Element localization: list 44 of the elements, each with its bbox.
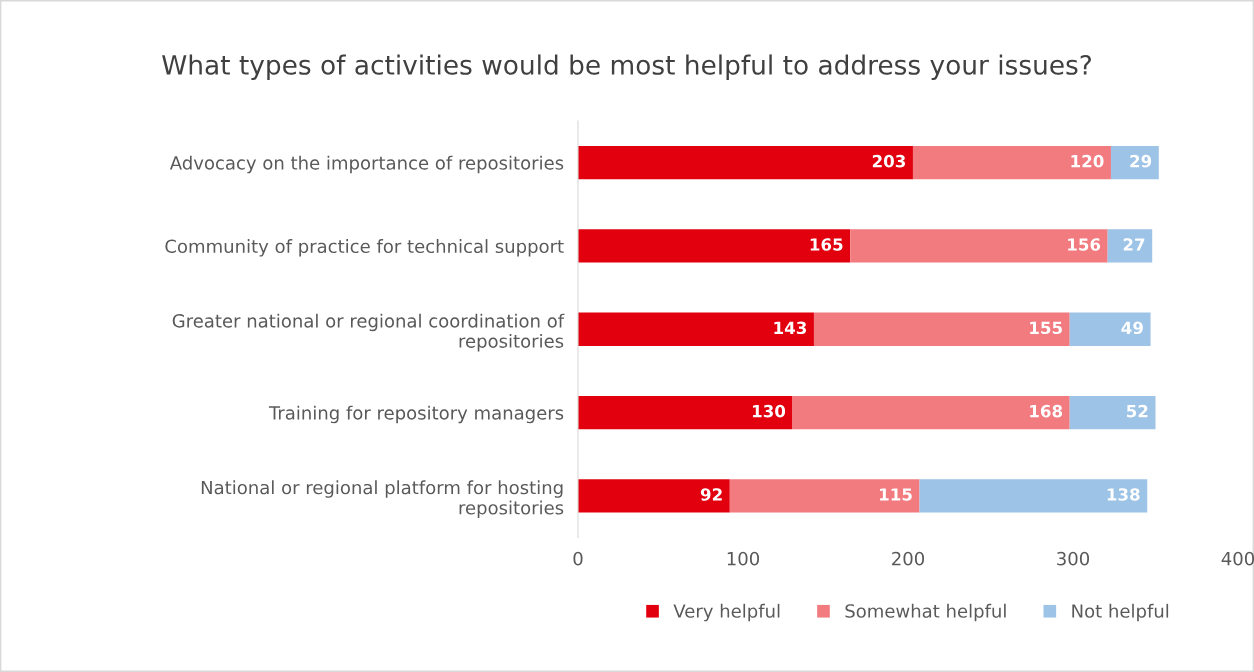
bar — [1069, 312, 1151, 346]
bar — [578, 145, 913, 180]
bar — [729, 479, 920, 513]
data-label: 52 — [1126, 404, 1148, 418]
bar — [919, 479, 1148, 513]
data-label: 165 — [810, 238, 843, 251]
y-tick-label: Community of practice for technical support — [165, 239, 564, 257]
bar — [813, 312, 1070, 346]
data-label: 156 — [1068, 238, 1101, 251]
bar — [578, 395, 793, 430]
x-tick-label: 400 — [1221, 551, 1254, 566]
data-label: 92 — [700, 488, 722, 501]
bar — [912, 145, 1111, 180]
data-label: 27 — [1123, 238, 1145, 251]
y-tick-label: Advocacy on the importance of repositories — [169, 155, 564, 174]
bar — [1107, 229, 1153, 263]
x-tick-label: 200 — [892, 551, 925, 566]
data-label: 130 — [752, 404, 786, 418]
data-label: 29 — [1130, 154, 1152, 168]
data-label: 143 — [774, 321, 807, 335]
bar — [1110, 145, 1159, 180]
bar — [792, 395, 1070, 430]
x-tick-label: 100 — [727, 551, 760, 566]
data-label: 203 — [872, 154, 906, 168]
bar — [578, 312, 814, 346]
legend-label: Not helpful — [1072, 603, 1169, 622]
data-label: 115 — [880, 488, 912, 501]
y-tick-label: National or regional platform for hosting repositories — [201, 480, 564, 519]
data-label: 155 — [1030, 321, 1062, 335]
data-label: 168 — [1030, 404, 1063, 418]
chart-title: What types of activities would be most helpful to address your issues? — [162, 54, 1091, 80]
data-label: 49 — [1121, 321, 1143, 335]
data-label: 138 — [1107, 488, 1140, 501]
bar — [850, 229, 1108, 263]
bar — [578, 479, 730, 513]
legend-label: Somewhat helpful — [845, 603, 1006, 622]
x-tick-label: 0 — [573, 551, 583, 566]
y-tick-label: Greater national or regional coordination of repositories — [172, 313, 565, 352]
y-tick-label: Training for repository managers — [268, 405, 564, 424]
data-label: 120 — [1071, 154, 1104, 168]
legend-label: Very helpful — [673, 603, 780, 622]
bar — [1069, 395, 1156, 430]
x-tick-label: 300 — [1057, 551, 1090, 566]
bar — [578, 229, 851, 263]
